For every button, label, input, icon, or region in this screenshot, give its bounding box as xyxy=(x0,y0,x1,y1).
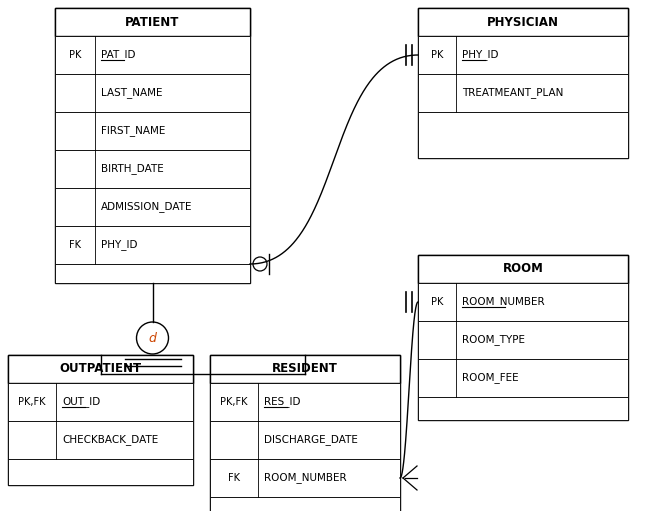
Bar xyxy=(418,74,628,112)
Text: ROOM_NUMBER: ROOM_NUMBER xyxy=(462,296,545,308)
Bar xyxy=(418,255,628,420)
Bar xyxy=(8,355,193,485)
Text: ROOM: ROOM xyxy=(503,263,544,275)
Bar xyxy=(8,355,193,383)
Text: LAST_NAME: LAST_NAME xyxy=(101,87,163,99)
Bar xyxy=(418,283,628,321)
Bar xyxy=(210,355,400,383)
Bar xyxy=(418,359,628,397)
Text: FIRST_NAME: FIRST_NAME xyxy=(101,126,165,136)
Text: PK: PK xyxy=(431,297,443,307)
Bar xyxy=(8,459,193,485)
Text: PHY_ID: PHY_ID xyxy=(462,50,499,60)
Text: RES_ID: RES_ID xyxy=(264,397,301,407)
Text: BIRTH_DATE: BIRTH_DATE xyxy=(101,164,164,174)
Bar xyxy=(418,255,628,283)
Bar xyxy=(210,497,400,511)
Text: TREATMEANT_PLAN: TREATMEANT_PLAN xyxy=(462,87,563,99)
Text: PHYSICIAN: PHYSICIAN xyxy=(487,15,559,29)
Text: DISCHARGE_DATE: DISCHARGE_DATE xyxy=(264,434,358,446)
Bar xyxy=(8,383,193,421)
Text: PK: PK xyxy=(431,50,443,60)
Text: d: d xyxy=(148,332,156,344)
Bar xyxy=(210,459,400,497)
Bar xyxy=(55,150,250,188)
Text: FK: FK xyxy=(69,240,81,250)
Text: PK,FK: PK,FK xyxy=(18,397,46,407)
Text: ROOM_TYPE: ROOM_TYPE xyxy=(462,335,525,345)
Bar xyxy=(210,383,400,421)
Text: ADMISSION_DATE: ADMISSION_DATE xyxy=(101,201,193,213)
Bar xyxy=(55,8,250,36)
Text: RESIDENT: RESIDENT xyxy=(272,362,338,376)
Bar xyxy=(210,355,400,511)
Bar xyxy=(55,36,250,74)
Bar xyxy=(55,8,250,283)
Bar xyxy=(55,264,250,283)
Bar xyxy=(418,8,628,36)
Text: PK,FK: PK,FK xyxy=(220,397,248,407)
Text: OUT_ID: OUT_ID xyxy=(62,397,100,407)
Bar xyxy=(418,36,628,74)
Bar xyxy=(418,397,628,420)
Bar xyxy=(418,112,628,158)
Text: CHECKBACK_DATE: CHECKBACK_DATE xyxy=(62,434,158,446)
Bar xyxy=(55,188,250,226)
Bar xyxy=(55,112,250,150)
Text: FK: FK xyxy=(228,473,240,483)
Bar xyxy=(418,8,628,158)
Bar xyxy=(55,226,250,264)
Bar xyxy=(8,421,193,459)
Bar xyxy=(418,321,628,359)
Bar xyxy=(55,74,250,112)
Text: PK: PK xyxy=(69,50,81,60)
Text: OUTPATIENT: OUTPATIENT xyxy=(59,362,141,376)
Text: ROOM_FEE: ROOM_FEE xyxy=(462,373,519,383)
Text: PATIENT: PATIENT xyxy=(125,15,180,29)
Text: PHY_ID: PHY_ID xyxy=(101,240,137,250)
Bar xyxy=(210,421,400,459)
Text: ROOM_NUMBER: ROOM_NUMBER xyxy=(264,473,346,483)
Text: PAT_ID: PAT_ID xyxy=(101,50,135,60)
